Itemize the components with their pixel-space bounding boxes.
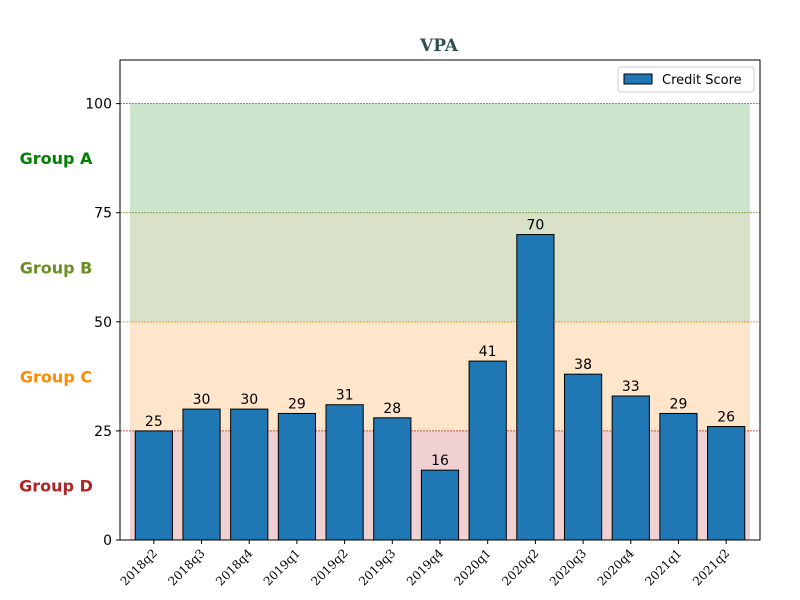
y-tick-label: 25 xyxy=(94,424,112,440)
group-label: Group D xyxy=(19,476,93,495)
bar xyxy=(373,417,412,541)
bar xyxy=(563,373,603,541)
bar xyxy=(325,404,364,541)
group-label: Group A xyxy=(20,149,93,168)
y-tick-label: 75 xyxy=(94,206,112,222)
band-group-a xyxy=(130,103,750,213)
x-tick-label: 2020q2 xyxy=(499,546,541,588)
bar-value-label: 25 xyxy=(145,414,163,430)
bar-value-label: 29 xyxy=(288,396,306,412)
legend-box xyxy=(617,66,755,93)
x-tick-label: 2018q2 xyxy=(118,546,160,588)
x-tick-label: 2021q2 xyxy=(690,546,732,588)
bar-layer xyxy=(134,234,746,541)
x-tick-label: 2020q1 xyxy=(451,546,493,588)
bar-value-label: 29 xyxy=(670,396,688,412)
bar xyxy=(134,430,173,541)
bar xyxy=(707,426,746,541)
band-group-b xyxy=(130,212,750,322)
x-tick-label: 2020q4 xyxy=(595,546,638,589)
bar xyxy=(611,395,650,541)
bar-value-label: 26 xyxy=(717,410,735,426)
bar xyxy=(659,412,698,541)
bar xyxy=(468,360,507,541)
bar-value-label: 30 xyxy=(240,392,258,408)
chart-title: VPA xyxy=(419,36,459,56)
bar-value-label: 41 xyxy=(479,344,497,360)
band-group-c xyxy=(130,321,750,431)
x-tick-label: 2021q1 xyxy=(642,546,684,588)
x-tick-label: 2019q4 xyxy=(404,546,447,589)
bar xyxy=(182,408,221,541)
bar xyxy=(277,412,317,541)
y-tick-label: 100 xyxy=(85,97,112,113)
bar-value-label: 38 xyxy=(574,357,592,373)
group-label: Group C xyxy=(20,367,92,386)
bar xyxy=(230,408,269,541)
x-tick-label: 2019q1 xyxy=(261,546,303,588)
bar xyxy=(420,469,460,541)
y-tick-label: 0 xyxy=(103,533,112,549)
y-tick-label: 50 xyxy=(94,315,112,331)
legend: Credit Score xyxy=(617,66,755,93)
plot-frame xyxy=(119,59,761,541)
bar-label-layer: 25 30 30 29 31 28 16 41 70 38 33 29 26 xyxy=(145,218,735,470)
x-tick-label: 2019q3 xyxy=(356,546,398,588)
band-line-layer xyxy=(120,103,760,432)
x-tick-label: 2018q4 xyxy=(213,546,256,589)
bar-value-label: 30 xyxy=(193,392,211,408)
bar-value-label: 28 xyxy=(383,401,401,417)
bar-value-label: 70 xyxy=(526,218,544,234)
x-tick-label: 2020q3 xyxy=(547,546,589,588)
bar-value-label: 33 xyxy=(622,379,640,395)
legend-swatch xyxy=(623,73,653,85)
bar-value-label: 16 xyxy=(431,453,449,469)
x-tick-label: 2018q3 xyxy=(165,546,207,588)
group-label: Group B xyxy=(20,258,93,277)
bar xyxy=(516,234,555,541)
x-tick-label: 2019q2 xyxy=(308,546,350,588)
legend-label: Credit Score xyxy=(662,73,742,88)
bar-value-label: 31 xyxy=(336,388,354,404)
